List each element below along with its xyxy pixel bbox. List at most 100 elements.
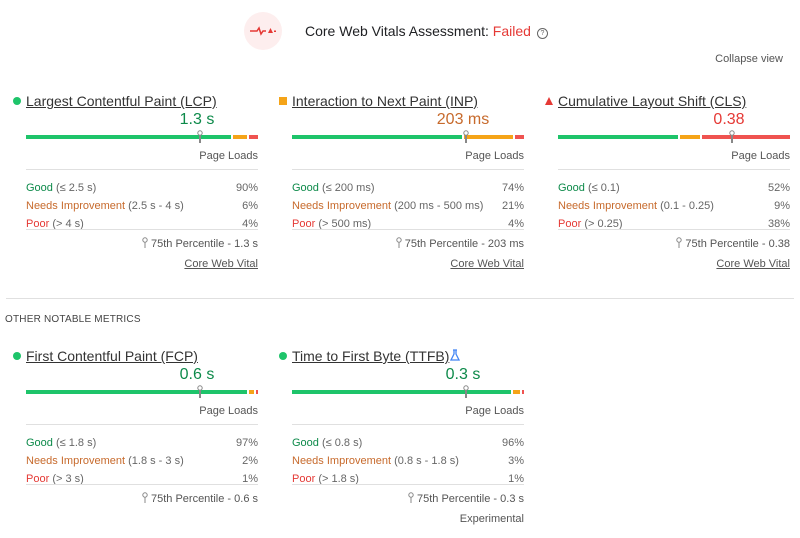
core-web-vital-link[interactable]: Core Web Vital: [716, 258, 790, 270]
poor-range: (> 4 s): [52, 218, 84, 230]
ni-range: (0.1 - 0.25): [660, 200, 714, 212]
pin-icon: [676, 237, 683, 248]
section-divider: [6, 298, 794, 299]
poor-pct: 4%: [508, 218, 524, 230]
ni-pct: 21%: [501, 200, 524, 212]
bar-good-segment: [558, 135, 678, 139]
divider: [558, 229, 790, 230]
bar-good-segment: [292, 135, 463, 139]
metric-card: Largest Contentful Paint (LCP) 1.3 s Pag…: [13, 93, 259, 278]
vitals-pulse-icon: [244, 12, 282, 50]
percentile-marker-icon: [729, 130, 735, 143]
poor-label: Poor: [292, 218, 316, 230]
page-loads-label: Page Loads: [465, 405, 524, 417]
pin-icon: [142, 237, 148, 248]
poor-range: (> 0.25): [584, 218, 623, 230]
ni-label: Needs Improvement: [292, 200, 392, 212]
metric-value: 1.3 s: [179, 111, 215, 128]
core-web-vital-link[interactable]: Core Web Vital: [184, 258, 258, 270]
ni-range: (2.5 s - 4 s): [128, 200, 184, 212]
poor-row: Poor (> 4 s) 4%: [26, 218, 258, 230]
needs-improvement-square-icon: [279, 97, 287, 105]
page-loads-label: Page Loads: [199, 405, 258, 417]
core-web-vital-link[interactable]: Core Web Vital: [450, 258, 524, 270]
ni-pct: 6%: [242, 200, 258, 212]
good-range: (≤ 200 ms): [321, 182, 375, 194]
percentile-text: 75th Percentile - 0.38: [685, 238, 790, 250]
poor-label: Poor: [26, 218, 50, 230]
metric-value: 0.3 s: [445, 366, 481, 383]
ni-range: (200 ms - 500 ms): [394, 200, 484, 212]
assessment-title: Core Web Vitals Assessment: Failed?: [305, 23, 548, 39]
page-loads-label: Page Loads: [731, 150, 790, 162]
metric-title-link[interactable]: Largest Contentful Paint (LCP): [26, 93, 217, 109]
percentile-label: 75th Percentile - 1.3 s: [142, 237, 258, 250]
metric-value: 0.38: [713, 111, 745, 128]
bar-poor-segment: [702, 135, 790, 139]
ni-range: (1.8 s - 3 s): [128, 455, 184, 467]
poor-label: Poor: [292, 473, 316, 485]
divider: [292, 424, 524, 425]
good-pct: 52%: [767, 182, 790, 194]
percentile-text: 75th Percentile - 1.3 s: [150, 238, 258, 250]
bar-needs-segment: [464, 135, 513, 139]
assessment-header: Core Web Vitals Assessment: Failed?: [0, 12, 800, 52]
needs-improvement-row: Needs Improvement (200 ms - 500 ms) 21%: [292, 200, 524, 212]
ni-pct: 2%: [242, 455, 258, 467]
bar-poor-segment: [514, 135, 524, 139]
ni-label: Needs Improvement: [26, 455, 126, 467]
good-range: (≤ 0.1): [587, 182, 620, 194]
divider: [26, 484, 258, 485]
metric-title-link[interactable]: Cumulative Layout Shift (CLS): [558, 93, 747, 109]
distribution-bar: [558, 135, 790, 139]
poor-pct: 4%: [242, 218, 258, 230]
divider: [26, 169, 258, 170]
metric-title-link[interactable]: Time to First Byte (TTFB): [292, 348, 450, 364]
metric-value: 0.6 s: [179, 366, 215, 383]
metric-card: Cumulative Layout Shift (CLS) 0.38 Page …: [545, 93, 790, 278]
divider: [26, 229, 258, 230]
percentile-marker-icon: [463, 385, 469, 398]
good-row: Good (≤ 1.8 s) 97%: [26, 437, 258, 449]
poor-row: Poor (> 1.8 s) 1%: [292, 473, 524, 485]
bar-poor-segment: [248, 135, 259, 139]
good-label: Good: [292, 182, 319, 194]
flask-icon[interactable]: [449, 349, 461, 364]
bar-needs-segment: [249, 390, 254, 394]
percentile-marker-icon: [197, 385, 203, 398]
metric-title-link[interactable]: First Contentful Paint (FCP): [26, 348, 198, 364]
divider: [292, 169, 524, 170]
good-label: Good: [26, 182, 53, 194]
poor-range: (> 500 ms): [318, 218, 372, 230]
percentile-text: 75th Percentile - 0.6 s: [150, 493, 258, 505]
needs-improvement-row: Needs Improvement (1.8 s - 3 s) 2%: [26, 455, 258, 467]
good-row: Good (≤ 200 ms) 74%: [292, 182, 524, 194]
distribution-bar: [292, 135, 524, 139]
bar-poor-segment: [255, 390, 258, 394]
percentile-label: 75th Percentile - 0.6 s: [142, 492, 258, 505]
poor-range: (> 1.8 s): [318, 473, 359, 485]
needs-improvement-row: Needs Improvement (0.1 - 0.25) 9%: [558, 200, 790, 212]
ni-label: Needs Improvement: [26, 200, 126, 212]
poor-row: Poor (> 500 ms) 4%: [292, 218, 524, 230]
metric-card: First Contentful Paint (FCP) 0.6 s Page …: [13, 348, 258, 533]
percentile-label: 75th Percentile - 0.38: [676, 237, 790, 250]
distribution-bar: [26, 135, 259, 139]
good-dot-icon: [279, 352, 287, 360]
help-icon[interactable]: ?: [536, 28, 548, 39]
percentile-text: 75th Percentile - 0.3 s: [416, 493, 524, 505]
divider: [558, 169, 790, 170]
ni-range: (0.8 s - 1.8 s): [394, 455, 459, 467]
metric-title-link[interactable]: Interaction to Next Paint (INP): [292, 93, 478, 109]
poor-label: Poor: [558, 218, 582, 230]
collapse-view-button[interactable]: Collapse view: [715, 53, 783, 65]
bar-good-segment: [26, 135, 232, 139]
poor-label: Poor: [26, 473, 50, 485]
percentile-label: 75th Percentile - 203 ms: [396, 237, 524, 250]
divider: [292, 484, 524, 485]
bar-good-segment: [26, 390, 248, 394]
poor-triangle-icon: [545, 97, 553, 105]
needs-improvement-row: Needs Improvement (2.5 s - 4 s) 6%: [26, 200, 258, 212]
ni-label: Needs Improvement: [558, 200, 658, 212]
good-row: Good (≤ 0.8 s) 96%: [292, 437, 524, 449]
